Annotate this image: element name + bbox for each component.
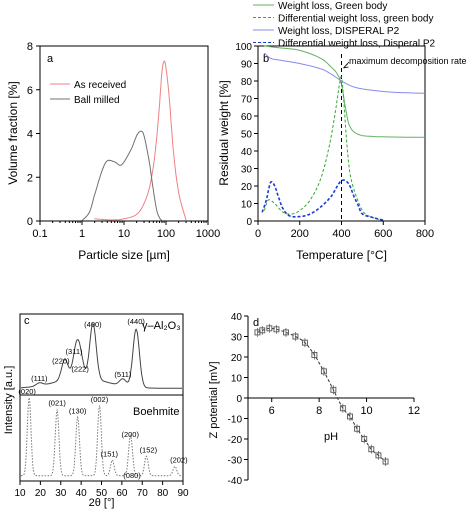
panel-b-series-3	[263, 52, 426, 94]
panel-b-ytick-label: 60	[241, 112, 253, 123]
panel-c-peak-label: (080)	[123, 471, 141, 480]
panel-b-ytick-label: 50	[241, 130, 253, 141]
panel-d-ytick-label: 40	[231, 312, 243, 323]
panel-b-ytick-label: 20	[241, 182, 253, 193]
panel-b-ytick-label: 70	[241, 95, 253, 106]
panel-c-xtick-label: 20	[35, 488, 47, 499]
panel-d-ylabel: Z potential [mV]	[208, 361, 220, 438]
panel-c-series-2	[20, 397, 183, 477]
panel-a-series-1	[94, 60, 187, 221]
panel-a-xtick-label: 100	[157, 228, 175, 240]
panel-d-letter: d	[253, 317, 259, 329]
panel-b-xtick-label: 0	[255, 228, 261, 240]
panel-a-xlabel: Particle size [µm]	[78, 248, 170, 262]
panel-d-xtick-label: 12	[408, 405, 420, 417]
panel-c-peak-label: (311)	[66, 347, 83, 356]
panel-c-xtick-label: 70	[137, 488, 149, 499]
panel-c-phase-gamma: γ–Al₂O₃	[142, 320, 181, 332]
panel-b-series-1	[264, 45, 426, 138]
panel-a-xtick-label: 1000	[196, 228, 220, 240]
panel-b-ytick-label: 90	[241, 60, 253, 71]
panel-b-xtick-label: 800	[416, 228, 434, 240]
panel-d-xtick-label: 10	[360, 405, 372, 417]
panel-b-legend-label: Weight loss, DISPERAL P2	[278, 26, 400, 37]
panel-b-xtick-label: 600	[374, 228, 392, 240]
panel-d-ytick-label: -40	[228, 476, 243, 487]
panel-b-ylabel: Residual weight [%]	[217, 80, 231, 185]
panel-a-series-2	[81, 130, 163, 221]
panel-c-peak-label: (020)	[18, 387, 36, 396]
panel-b-ytick-label: 10	[241, 200, 253, 211]
panel-b-xtick-label: 400	[332, 228, 350, 240]
panel-d-xtick-label: 6	[269, 405, 275, 417]
panel-b-series-2	[263, 76, 384, 221]
panel-d-ytick-label: 0	[236, 394, 242, 405]
panel-c-letter: c	[24, 315, 30, 327]
panel-c-ylabel: Intensity [a.u.]	[3, 366, 15, 434]
panel-c-peak-label: (130)	[69, 407, 87, 416]
panel-c-peak-label: (220)	[52, 357, 70, 366]
panel-c-xtick-label: 10	[14, 488, 26, 499]
panel-a-legend-label: As received	[74, 80, 126, 91]
panel-a-letter: a	[47, 53, 54, 65]
panel-a-ylabel: Volume fraction [%]	[6, 81, 20, 184]
panel-c-xlabel: 2θ [°]	[89, 497, 115, 509]
panel-b-annotation-arrow	[343, 61, 350, 69]
panel-c-peak-label: (002)	[91, 395, 109, 404]
panel-d-ytick-label: -10	[228, 415, 243, 426]
panel-c-peak-label: (440)	[127, 317, 145, 326]
panel-b-ytick-label: 100	[235, 42, 252, 53]
panel-d-ytick-label: 10	[231, 374, 243, 385]
panel-b-letter: b	[263, 53, 269, 65]
panel-b-ytick-label: 40	[241, 147, 253, 158]
panel-a-legend-label: Ball milled	[74, 95, 120, 106]
panel-a-ytick-label: 6	[27, 85, 33, 97]
panel-a-xtick-label: 0.1	[32, 228, 47, 240]
panel-d-ytick-label: 30	[231, 333, 243, 344]
panel-a-xtick-label: 1	[79, 228, 85, 240]
panel-c-peak-label: (400)	[84, 320, 102, 329]
panel-b-legend-label: Differential weight loss, Disperal P2	[278, 39, 436, 50]
panel-c-peak-label: (511)	[114, 370, 131, 379]
panel-c-peak-label: (202)	[170, 456, 188, 465]
panel-b-series-4	[261, 179, 384, 221]
panel-b-ytick-label: 80	[241, 77, 253, 88]
panel-c-peak-label: (111)	[31, 374, 48, 383]
panel-d-xlabel: pH	[324, 431, 338, 443]
panel-c-peak-label: (021)	[48, 399, 66, 408]
panel-a-xtick-label: 10	[118, 228, 130, 240]
panel-c-xtick-label: 80	[157, 488, 169, 499]
panel-c-series-1	[21, 323, 182, 389]
panel-a-ytick-label: 4	[27, 129, 33, 141]
panel-c-xtick-label: 60	[116, 488, 128, 499]
panel-b-legend-label: Weight loss, Green body	[278, 1, 387, 12]
panel-c-xtick-label: 50	[96, 488, 108, 499]
panel-b-ytick-label: 30	[241, 165, 253, 176]
panel-b-legend-label: Differential weight loss, green body	[278, 14, 433, 25]
panel-a-ytick-label: 2	[27, 172, 33, 184]
panel-d-xtick-label: 8	[316, 405, 322, 417]
panel-c-phase-boehmite: Boehmite	[133, 406, 179, 418]
panel-c-peak-label: (152)	[140, 446, 158, 455]
panel-d-ytick-label: 20	[231, 353, 243, 364]
panel-b-xtick-label: 200	[291, 228, 309, 240]
panel-c-peak-label: (200)	[121, 430, 139, 439]
panel-b-annotation-text: maximum decomposition rate	[349, 56, 467, 66]
panel-d-ytick-label: -30	[228, 456, 243, 467]
panel-c-xtick-label: 30	[55, 488, 67, 499]
panel-c-peak-label: (151)	[101, 449, 119, 458]
panel-b-ytick-label: 0	[246, 217, 252, 228]
panel-a-ytick-label: 8	[27, 41, 33, 53]
panel-c-peak-label: (222)	[71, 365, 89, 374]
panel-c-xtick-label: 40	[76, 488, 88, 499]
panel-a-frame	[39, 45, 209, 222]
panel-a-ytick-label: 0	[27, 216, 33, 228]
panel-b-xlabel: Temperature [°C]	[296, 248, 387, 262]
panel-d-ytick-label: -20	[228, 435, 243, 446]
panel-c-xtick-label: 90	[177, 488, 189, 499]
